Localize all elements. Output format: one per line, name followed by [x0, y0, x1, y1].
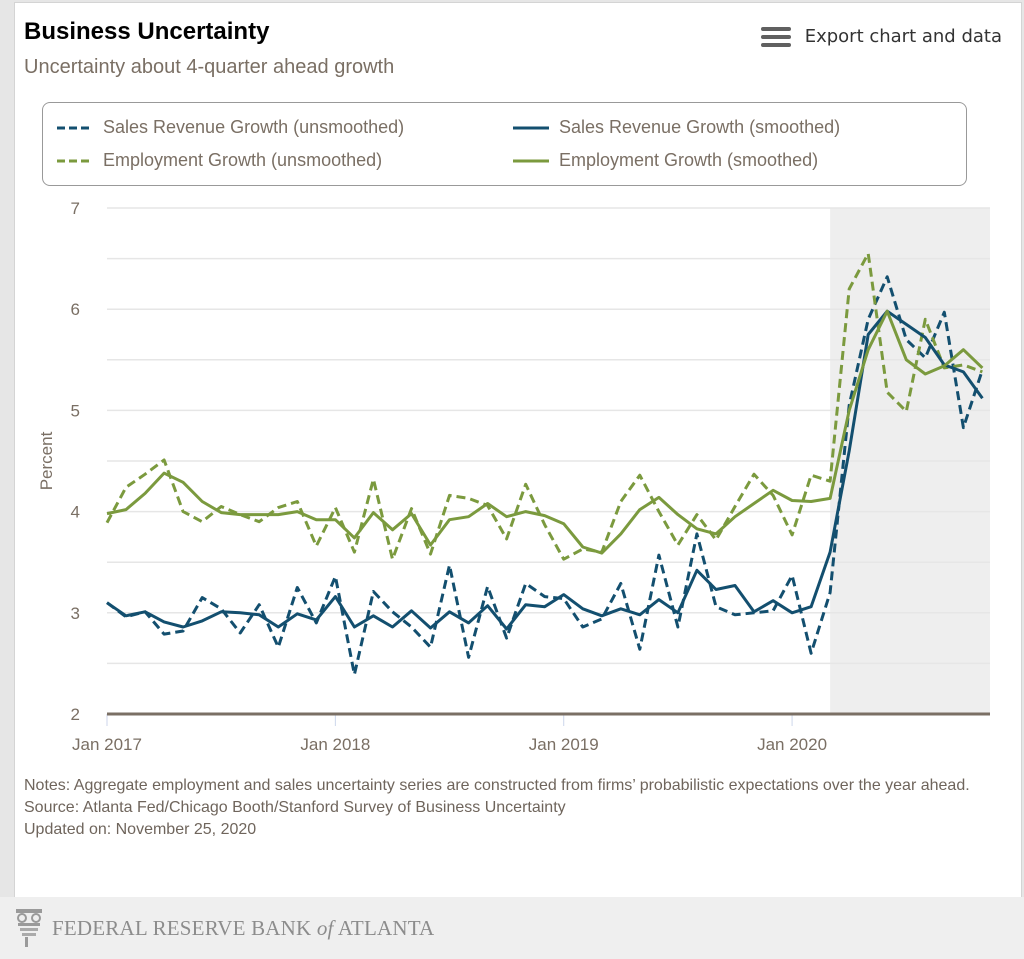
ionic-column-logo-icon[interactable]: [14, 907, 44, 949]
legend-label: Sales Revenue Growth (unsmoothed): [103, 117, 405, 137]
x-tick-label: Jan 2020: [757, 735, 827, 754]
chart-subtitle: Uncertainty about 4-quarter ahead growth: [24, 56, 395, 78]
organization-name[interactable]: FEDERAL RESERVE BANK of ATLANTA: [52, 915, 435, 940]
y-tick-label: 7: [71, 199, 80, 218]
solid-line-swatch-icon: [513, 159, 549, 162]
series-group: [105, 252, 984, 676]
series-line-employment-growth-smoothed[interactable]: [106, 309, 984, 555]
x-tick-label: Jan 2019: [529, 735, 599, 754]
legend-item-employment-unsmoothed[interactable]: Employment Growth (unsmoothed): [57, 150, 382, 171]
dashed-line-swatch-icon: [57, 159, 93, 162]
export-chart-button[interactable]: Export chart and data: [760, 26, 1002, 47]
chart-notes: Notes: Aggregate employment and sales un…: [24, 775, 994, 841]
x-tick-label: Jan 2017: [72, 735, 142, 754]
series-line-employment-growth-unsmoothed[interactable]: [105, 252, 983, 561]
updated-text: Updated on: November 25, 2020: [24, 821, 257, 838]
legend-item-sales-unsmoothed[interactable]: Sales Revenue Growth (unsmoothed): [57, 117, 404, 138]
legend-item-sales-smoothed[interactable]: Sales Revenue Growth (smoothed): [513, 117, 840, 138]
solid-line-swatch-icon: [513, 126, 549, 129]
y-axis-label: Percent: [37, 431, 56, 490]
chart-title: Business Uncertainty: [24, 18, 270, 45]
y-axis-ticks: 2 3 4 5 6 7: [71, 199, 80, 724]
source-text: Source: Atlanta Fed/Chicago Booth/Stanfo…: [24, 799, 566, 816]
legend-label: Employment Growth (smoothed): [559, 150, 819, 170]
y-tick-label: 6: [71, 300, 80, 319]
series-line-sales-revenue-growth-unsmoothed[interactable]: [106, 275, 984, 676]
y-tick-label: 4: [71, 503, 80, 522]
y-tick-label: 2: [71, 705, 80, 724]
x-axis-ticks: Jan 2017 Jan 2018 Jan 2019 Jan 2020: [72, 714, 827, 754]
notes-text: Notes: Aggregate employment and sales un…: [24, 777, 970, 794]
footer-branding: FEDERAL RESERVE BANK of ATLANTA: [0, 897, 1024, 959]
x-tick-label: Jan 2018: [300, 735, 370, 754]
y-tick-label: 5: [71, 401, 80, 420]
series-line-sales-revenue-growth-smoothed[interactable]: [106, 309, 984, 631]
dashed-line-swatch-icon: [57, 126, 93, 129]
y-tick-label: 3: [71, 604, 80, 623]
chart-legend: Sales Revenue Growth (unsmoothed) Sales …: [42, 102, 967, 186]
hamburger-menu-icon: [760, 26, 791, 47]
legend-label: Sales Revenue Growth (smoothed): [559, 117, 841, 137]
export-label: Export chart and data: [804, 26, 1002, 47]
legend-item-employment-smoothed[interactable]: Employment Growth (smoothed): [513, 150, 818, 171]
legend-label: Employment Growth (unsmoothed): [103, 150, 383, 170]
